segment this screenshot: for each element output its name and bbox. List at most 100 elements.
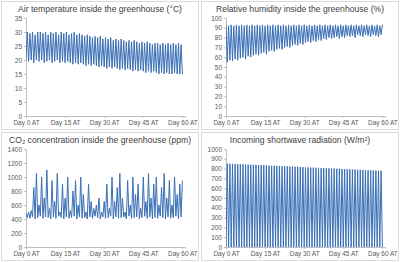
tick-label: 100 [211,15,222,22]
tick: Day 15 AT [51,116,81,127]
y-axis: 01002003004005006007008009001000 [208,146,227,251]
tick-mark [224,18,226,19]
tick-label: Day 60 AT [368,250,398,258]
tick: 25 [15,43,26,50]
tick: 5 [18,99,26,106]
tick-label: 20 [215,93,223,100]
tick-label: Day 15 AT [251,119,281,127]
tick-label: 400 [211,204,222,211]
tick: 30 [15,29,26,36]
tick-mark [224,47,226,48]
tick-mark [24,18,26,19]
tick: 20 [15,57,26,64]
tick-mark [24,74,26,75]
tick-mark [224,227,226,228]
tick-label: 10 [15,85,23,92]
series-group [226,164,382,247]
tick-label: 90 [215,24,223,31]
tick-mark [224,178,226,179]
tick-mark [224,116,226,117]
tick-mark [224,208,226,209]
tick: Day 30 AT [90,116,120,127]
tick-label: 30 [15,29,23,36]
tick-label: 10 [215,103,223,110]
tick: Day 45 AT [329,116,359,127]
tick: 100 [211,234,226,241]
tick-label: Day 60 AT [168,250,198,258]
tick: Day 15 AT [251,116,281,127]
x-axis: Day 0 ATDay 15 ATDay 30 ATDay 45 ATDay 6… [213,247,397,258]
tick: 40 [215,73,226,80]
tick: Day 60 AT [368,116,398,127]
panel: Incoming shortwave radiation (W/m²)01002… [202,133,399,261]
tick-label: Day 45 AT [129,250,159,258]
tick-mark [24,233,26,234]
tick-label: 30 [215,83,223,90]
tick-label: 400 [11,216,22,223]
tick-mark [224,188,226,189]
y-axis: 0102030405060708090100 [211,15,226,120]
figure: Air temperature inside the greenhouse (°… [0,0,400,262]
tick-label: Day 45 AT [129,119,159,127]
chart-title: Relative humidity inside the greenhouse … [216,4,384,14]
series-line [26,32,182,74]
tick-label: Day 30 AT [90,250,120,258]
tick-label: 200 [11,230,22,237]
tick: 200 [11,230,26,237]
tick: Day 60 AT [168,247,198,258]
tick-label: Day 60 AT [168,119,198,127]
tick-label: 1200 [8,160,23,167]
tick-label: 100 [211,234,222,241]
tick: 500 [211,195,226,202]
series-line [226,25,382,62]
tick: Day 45 AT [129,247,159,258]
tick: Day 15 AT [251,247,281,258]
tick: Day 0 AT [213,247,239,258]
tick-mark [24,191,26,192]
tick-label: 600 [211,185,222,192]
tick-mark [224,77,226,78]
tick: 80 [215,34,226,41]
tick: 800 [11,188,26,195]
tick-label: 50 [215,64,223,71]
tick: 200 [211,224,226,231]
tick: Day 0 AT [213,116,239,127]
x-axis: Day 0 AT Day 15 AT Day 30 AT Day 45 AT Day 6… [213,116,397,127]
tick: 100 [211,15,226,22]
tick-label: 15 [15,71,23,78]
tick-mark [224,28,226,29]
tick: 1200 [8,160,26,167]
tick-mark [24,247,26,248]
series-group [226,25,382,62]
tick: Day 0 AT [13,247,39,258]
axis-line [24,19,27,117]
tick: 600 [11,202,26,209]
tick-mark [24,177,26,178]
tick-mark [224,87,226,88]
tick: Day 45 AT [129,116,159,127]
tick-label: 800 [11,188,22,195]
y-axis: 05101520253035 [15,15,27,120]
tick-label: 1400 [8,146,23,153]
tick-mark [224,57,226,58]
tick: 50 [215,64,226,71]
tick-label: 600 [11,202,22,209]
tick-mark [224,218,226,219]
tick-mark [224,106,226,107]
tick-mark [224,67,226,68]
tick-label: 5 [18,99,22,106]
tick-label: 40 [215,73,223,80]
tick: Day 30 AT [290,116,320,127]
tick-label: 800 [211,165,222,172]
tick: Day 60 AT [168,116,198,127]
tick-label: 20 [15,57,23,64]
tick-label: 25 [15,43,23,50]
tick: 400 [11,216,26,223]
tick: Day 15 AT [51,247,81,258]
tick: Day 60 AT [368,247,398,258]
tick-label: Day 45 AT [329,119,359,127]
tick-mark [224,159,226,160]
plot-area: 01002003004005006007008009001000Day 0 AT… [208,146,398,258]
tick-mark [24,116,26,117]
panel: CO₂ concentration inside the greenhouse … [2,133,199,261]
